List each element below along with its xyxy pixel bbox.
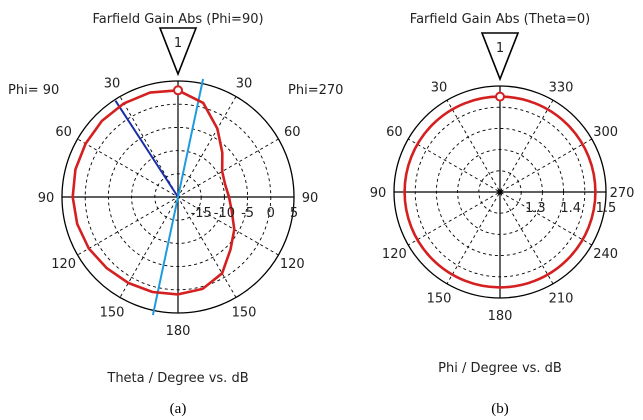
a-radial-tick-label: -10	[214, 206, 235, 221]
chart-a-caption: (a)	[170, 401, 187, 417]
b-spoke-150	[446, 99, 554, 285]
chart-b-angle-labels: 330 30 300 60 270 90 240 120 210 150 180	[370, 80, 635, 324]
chart-b-center-dot	[497, 189, 503, 195]
chart-a-beam-lines	[114, 78, 205, 316]
b-angle-label-right: 210	[549, 292, 574, 307]
a-radial-tick-label: -5	[241, 206, 254, 221]
chart-b-marker-point	[495, 91, 505, 102]
a-marker-label: 1	[174, 36, 182, 51]
a-radial-tick-label: 5	[290, 206, 298, 221]
a-radial-tick-label: -15	[191, 206, 212, 221]
chart-b-marker-group: 1	[480, 32, 520, 102]
a-angle-label-right: 30	[236, 77, 253, 92]
chart-b-title: Farfield Gain Abs (Theta=0)	[410, 12, 590, 27]
a-angle-label-right: 120	[280, 257, 305, 272]
a-angle-label-left: 30	[104, 77, 121, 92]
chart-a-radial-ticks: -15 -10 -5 0 5	[191, 206, 299, 221]
b-spoke-30	[446, 99, 554, 285]
chart-b-xlabel: Phi / Degree vs. dB	[438, 361, 562, 376]
a-angle-label-left: 120	[51, 257, 76, 272]
b-radial-tick-label: 1.5	[596, 201, 617, 216]
a-marker-triangle	[158, 27, 198, 77]
a-angle-label-left: 60	[55, 125, 72, 140]
a-angle-label-right: 90	[302, 191, 319, 206]
chart-a-marker-point	[173, 85, 183, 96]
chart-a-marker-group: 1	[158, 27, 198, 96]
chart-a-title: Farfield Gain Abs (Phi=90)	[92, 12, 263, 27]
a-radial-tick-label: 0	[267, 206, 275, 221]
b-angle-label-left: 120	[382, 247, 407, 262]
a-angle-label-right: 60	[284, 125, 301, 140]
a-angle-label-left: 90	[38, 191, 55, 206]
a-angle-label-right: 150	[232, 305, 257, 320]
polar-chart-phi: Farfield Gain Abs (Theta=0) 1 330 30 300 60…	[370, 12, 635, 417]
b-radial-tick-label: 1.4	[560, 201, 581, 216]
chart-b-radial-ticks: 1.3 1.4 1.5	[525, 201, 616, 216]
b-marker-label: 1	[496, 41, 504, 56]
chart-a-curve-group	[71, 89, 236, 296]
b-marker-triangle	[480, 32, 520, 82]
b-spoke-120	[407, 138, 593, 246]
a-angle-label-left: 150	[100, 305, 125, 320]
chart-a-beam-line	[114, 100, 179, 198]
b-spoke-60	[407, 138, 593, 246]
polar-chart-theta: Farfield Gain Abs (Phi=90) 1 30 30 60 60 90 9…	[8, 12, 343, 417]
chart-a-left-label: Phi= 90	[8, 83, 59, 98]
b-angle-label-left: 90	[370, 186, 387, 201]
chart-a-curve	[71, 89, 236, 296]
chart-a-angle-labels: 30 30 60 60 90 90 120 120 150 150 180	[38, 77, 319, 339]
b-angle-label-left: 30	[431, 80, 448, 95]
b-angle-label-bottom: 180	[488, 309, 513, 324]
b-angle-label-right: 330	[549, 80, 574, 95]
b-angle-label-left: 150	[427, 292, 452, 307]
b-angle-label-left: 60	[386, 125, 403, 140]
chart-a-right-label: Phi=270	[288, 83, 343, 98]
chart-a-beam-line	[151, 78, 205, 316]
b-radial-tick-label: 1.3	[525, 201, 546, 216]
chart-a-xlabel: Theta / Degree vs. dB	[106, 371, 248, 386]
b-angle-label-right: 240	[593, 247, 618, 262]
b-angle-label-right: 270	[610, 186, 635, 201]
b-angle-label-right: 300	[593, 125, 618, 140]
a-angle-label-bottom: 180	[166, 324, 191, 339]
chart-b-caption: (b)	[491, 401, 509, 417]
